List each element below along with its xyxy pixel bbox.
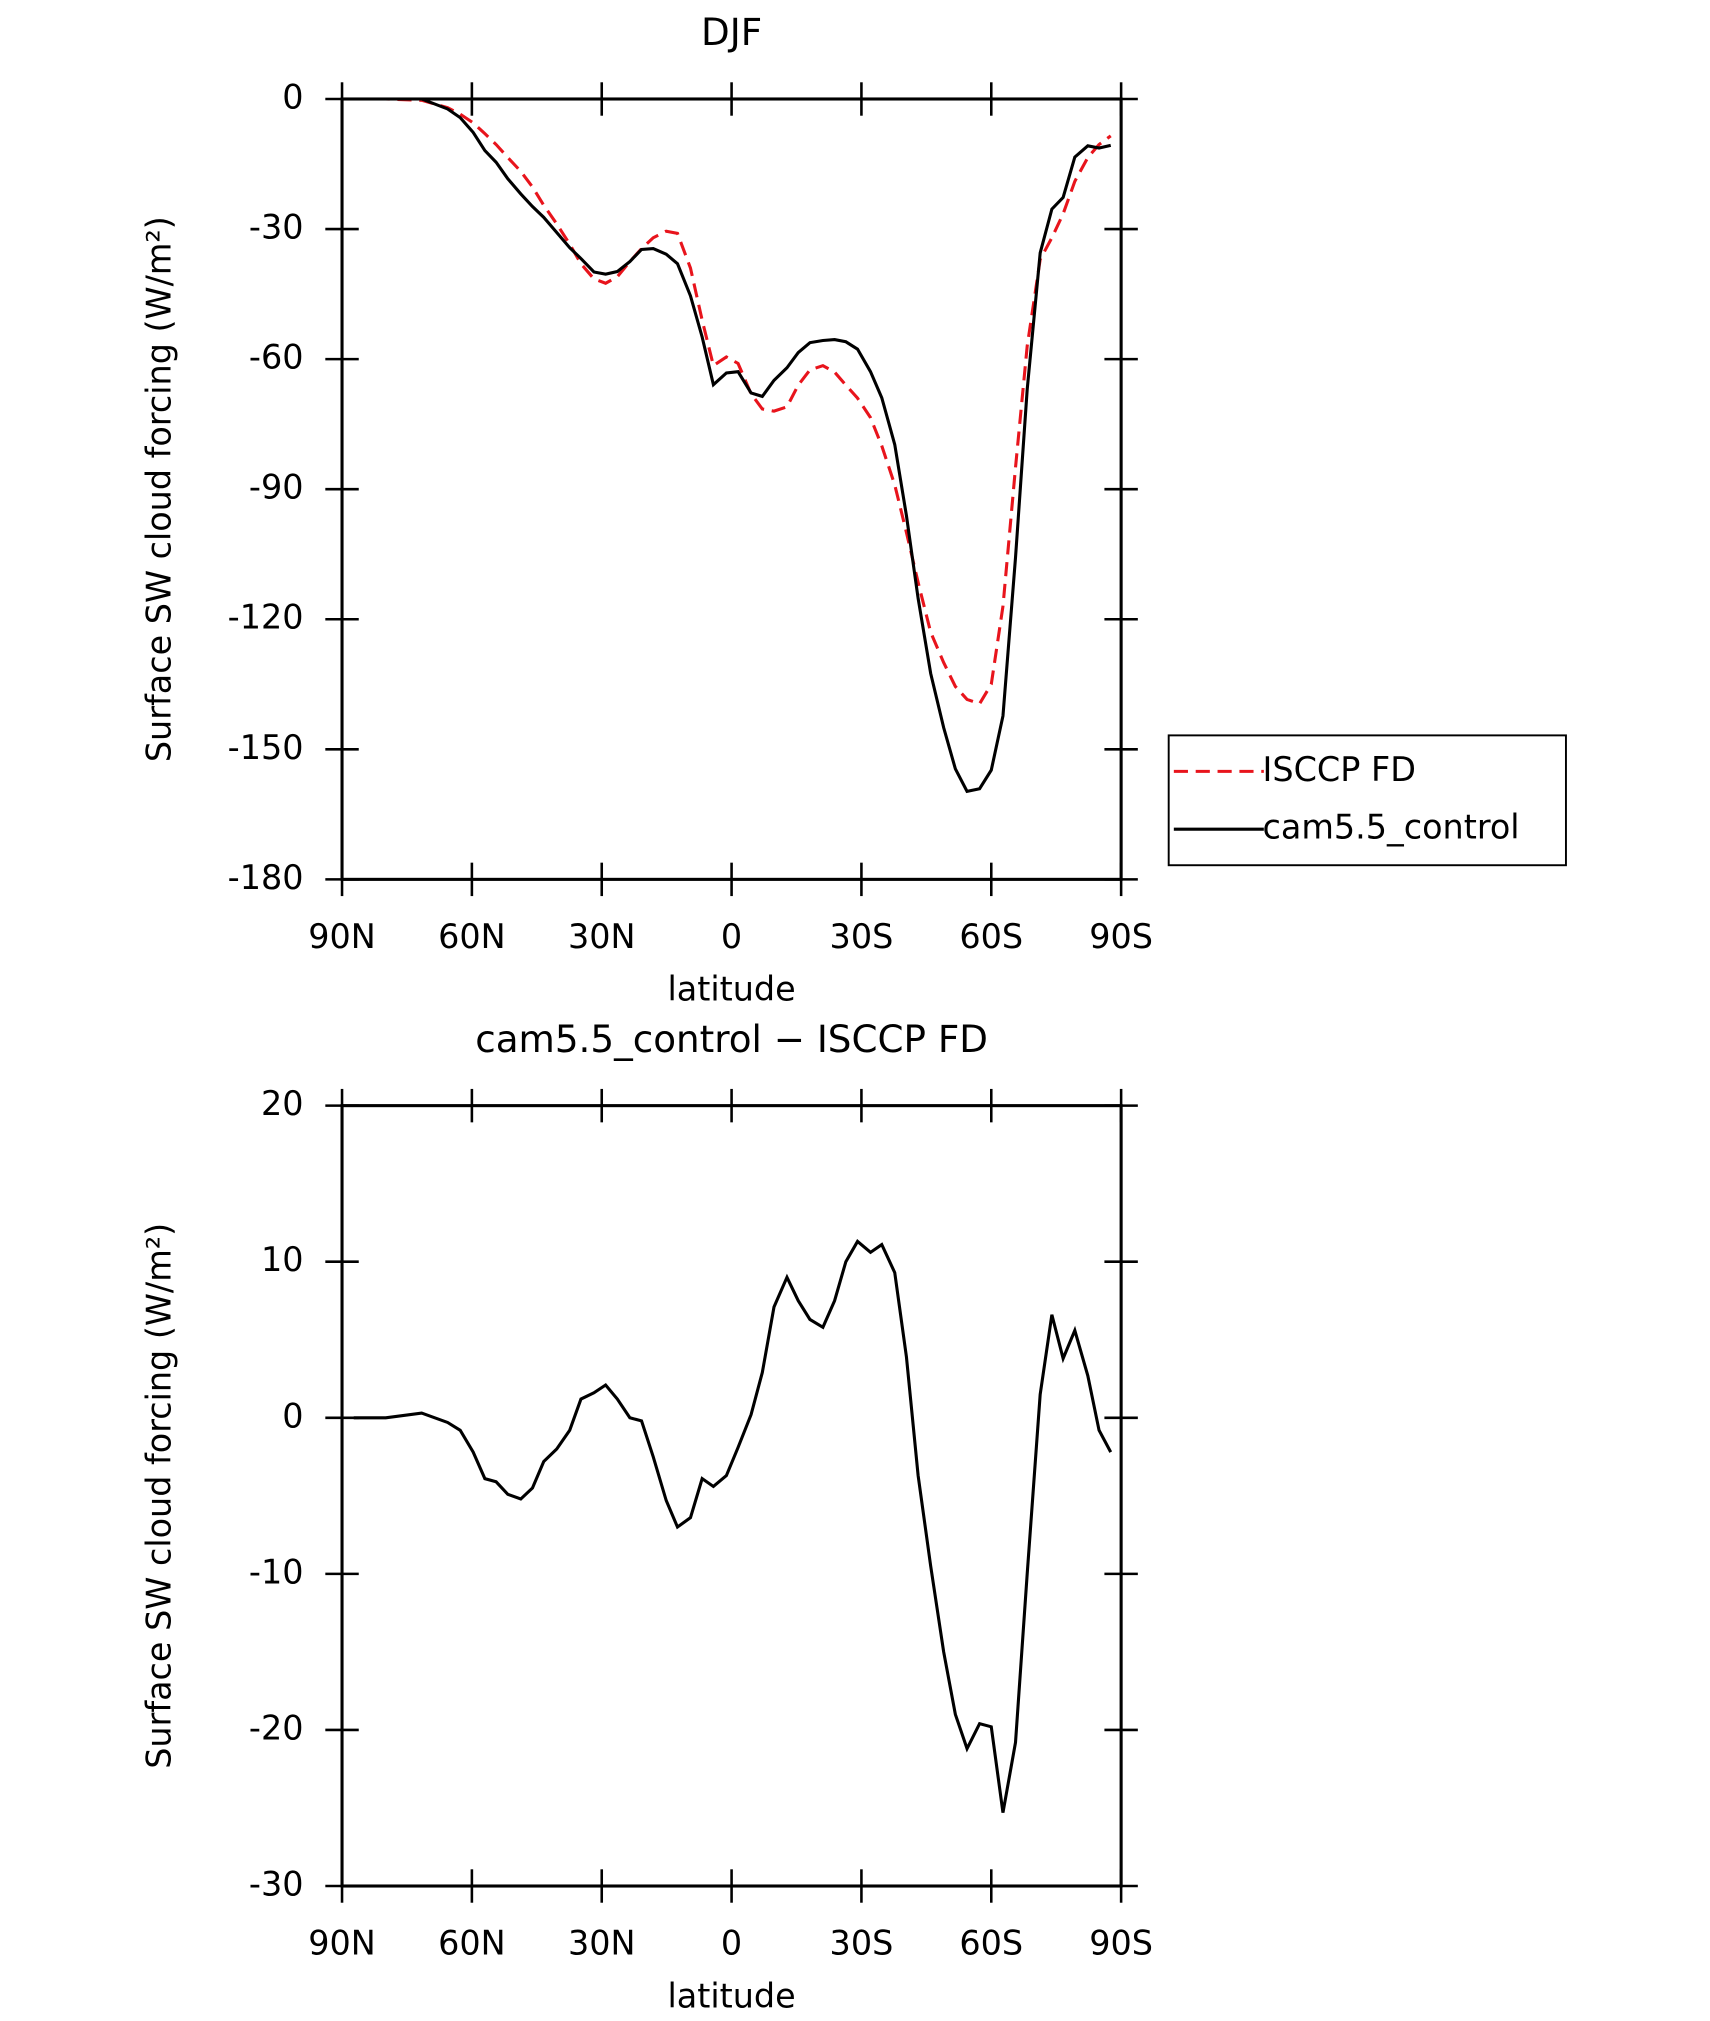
x-tick-label: 0 bbox=[721, 1924, 742, 1963]
y-tick-label: 0 bbox=[282, 1396, 303, 1435]
data-line bbox=[353, 1239, 1113, 1813]
x-tick-label: 30S bbox=[830, 1924, 894, 1963]
y-tick-label: 10 bbox=[261, 1240, 304, 1279]
plot-frame bbox=[340, 1104, 1123, 1888]
chart-title: DJF bbox=[701, 10, 762, 54]
x-tick-label: 60S bbox=[959, 917, 1023, 956]
y-tick-label: -150 bbox=[228, 728, 304, 767]
chart-title: cam5.5_control − ISCCP FD bbox=[475, 1017, 988, 1061]
legend-label: cam5.5_control bbox=[1263, 808, 1520, 847]
plot-frame bbox=[340, 97, 1123, 881]
y-tick-label: -60 bbox=[249, 338, 304, 377]
y-tick-label: -30 bbox=[249, 1865, 304, 1904]
y-tick-label: -30 bbox=[249, 208, 304, 247]
x-tick-label: 30N bbox=[568, 917, 636, 956]
y-tick-label: -90 bbox=[249, 468, 304, 507]
x-tick-label: 0 bbox=[721, 917, 742, 956]
y-tick-label: -10 bbox=[249, 1552, 304, 1591]
x-axis-label: latitude bbox=[667, 1976, 795, 2015]
y-axis-label: Surface SW cloud forcing (W/m²) bbox=[139, 1223, 178, 1769]
x-tick-label: 90N bbox=[308, 1924, 376, 1963]
y-tick-label: 0 bbox=[282, 77, 303, 116]
legend-box bbox=[1167, 734, 1567, 867]
y-tick-label: 20 bbox=[261, 1084, 304, 1123]
x-tick-label: 60N bbox=[438, 1924, 506, 1963]
x-tick-label: 60S bbox=[959, 1924, 1023, 1963]
data-line bbox=[353, 97, 1112, 706]
x-tick-label: 30S bbox=[830, 917, 894, 956]
x-tick-label: 90S bbox=[1089, 917, 1153, 956]
data-line bbox=[353, 97, 1112, 794]
x-tick-label: 60N bbox=[438, 917, 506, 956]
x-tick-label: 90S bbox=[1089, 1924, 1153, 1963]
x-tick-label: 30N bbox=[568, 1924, 636, 1963]
y-tick-label: -20 bbox=[249, 1708, 304, 1747]
x-tick-label: 90N bbox=[308, 917, 376, 956]
y-tick-label: -180 bbox=[228, 858, 304, 897]
legend-label: ISCCP FD bbox=[1263, 750, 1416, 789]
y-tick-label: -120 bbox=[228, 598, 304, 637]
y-axis-label: Surface SW cloud forcing (W/m²) bbox=[139, 216, 178, 762]
x-axis-label: latitude bbox=[667, 970, 795, 1009]
